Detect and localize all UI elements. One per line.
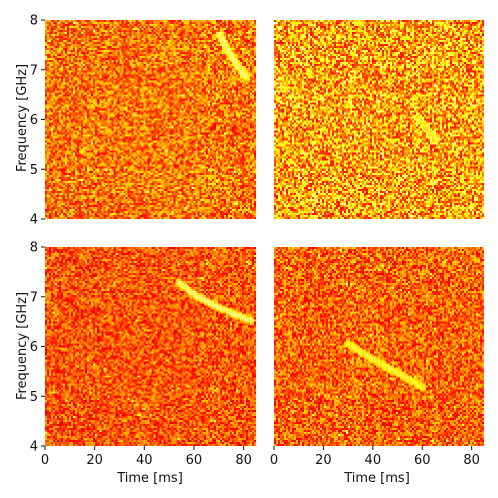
heatmap-top-left [45, 20, 256, 219]
y-tick-label-top-left-4: 4 [30, 213, 38, 228]
y-tick-label-bottom-left-7: 7 [30, 290, 38, 305]
y-axis-label-bottom: Frequency [GHz] [15, 292, 30, 400]
x-tick-label-bottom-left-60: 60 [186, 453, 203, 468]
y-axis-label-top: Frequency [GHz] [15, 64, 30, 172]
panel-bottom-right: 0 20 40 60 80 [270, 247, 484, 468]
panel-top-right [274, 20, 484, 219]
x-tick-label-bottom-right-60: 60 [414, 453, 431, 468]
y-tick-label-top-left-8: 8 [30, 14, 38, 29]
x-tick-label-bottom-left-20: 20 [86, 453, 103, 468]
x-tick-label-bottom-right-0: 0 [270, 453, 278, 468]
y-tick-label-top-left-6: 6 [30, 113, 38, 128]
y-tick-label-bottom-left-8: 8 [30, 241, 38, 256]
x-axis-label-left: Time [ms] [116, 471, 183, 486]
burst-track-bottom-right [347, 343, 423, 388]
x-tick-label-bottom-left-0: 0 [41, 453, 49, 468]
y-tick-label-bottom-left-6: 6 [30, 340, 38, 355]
x-tick-label-bottom-right-40: 40 [365, 453, 382, 468]
burst-track-bottom-left [178, 282, 252, 322]
heatmap-bottom-right [274, 247, 484, 446]
panel-top-left: 4 5 6 7 8 [30, 14, 256, 228]
heatmap-top-right [274, 20, 484, 219]
y-tick-label-top-left-7: 7 [30, 63, 38, 78]
y-tick-label-bottom-left-4: 4 [30, 440, 38, 455]
burst-track-top-right [417, 116, 436, 141]
x-axis-label-right: Time [ms] [343, 471, 410, 486]
y-tick-label-top-left-5: 5 [30, 163, 38, 178]
x-tick-label-bottom-left-80: 80 [235, 453, 252, 468]
x-tick-label-bottom-right-80: 80 [463, 453, 480, 468]
heatmap-bottom-left [45, 247, 256, 446]
burst-track-top-left [219, 34, 247, 78]
x-tick-label-bottom-right-20: 20 [315, 453, 332, 468]
x-tick-label-bottom-left-40: 40 [136, 453, 153, 468]
y-tick-label-bottom-left-5: 5 [30, 390, 38, 405]
